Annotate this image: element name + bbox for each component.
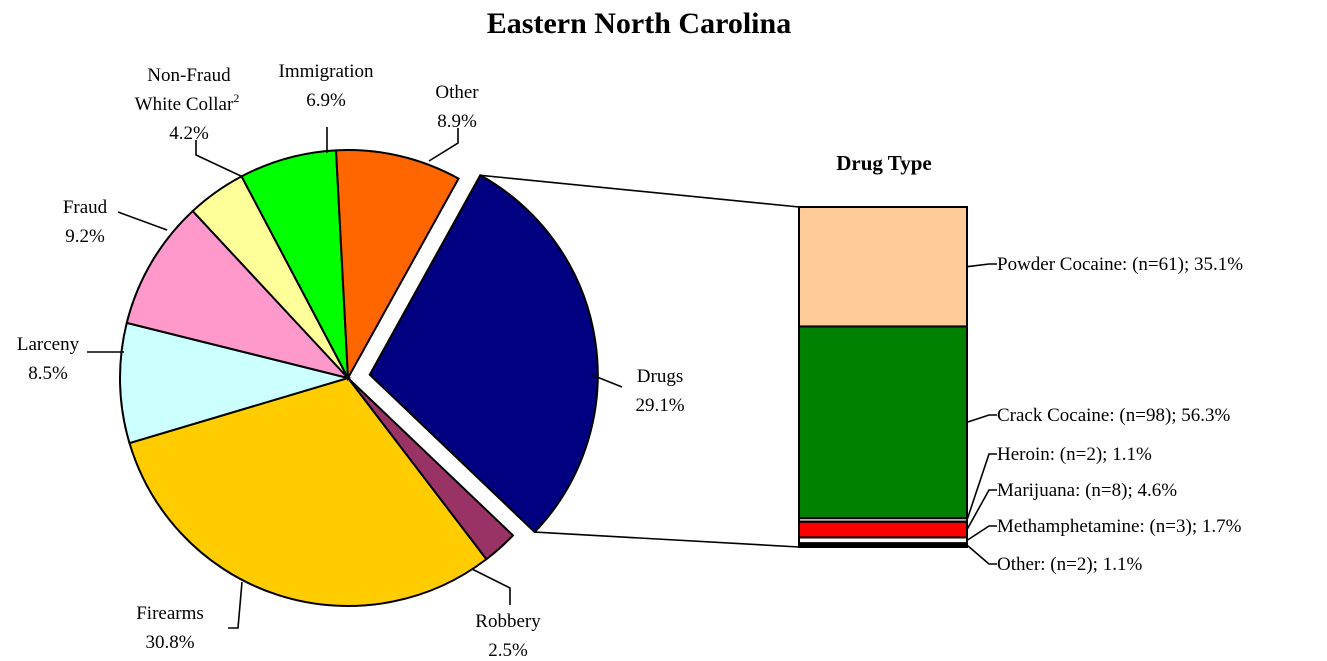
slice-label-pct-firearms: 30.8% [145,632,194,653]
slice-label-name-immigration: Immigration [279,61,374,82]
leader-line-marijuana [966,489,997,531]
slice-label-name-other: Other [435,82,479,103]
bar-label-powder-cocaine: Powder Cocaine: (n=61); 35.1% [997,254,1243,275]
slice-label-pct-drugs: 29.1% [635,395,684,416]
drug-type-stacked-bar: Powder Cocaine: (n=61); 35.1% Crack Cocai… [798,206,1243,575]
leader-line-crack-cocaine [966,414,997,424]
bar-label-marijuana: Marijuana: (n=8); 4.6% [997,480,1177,501]
leader-line-methamphetamine [966,525,997,542]
chart-title: Eastern North Carolina [487,7,791,40]
slice-label-pct: 4.2% [169,123,209,144]
slice-label-name-fraud: Fraud [63,197,108,218]
slice-label-name-line2: White Collar2 [135,91,240,115]
pie-slice-larceny [119,321,352,445]
bar-segment-crack-cocaine [798,325,968,520]
bar-label-other: Other: (n=2); 1.1% [997,554,1142,575]
bar-label-crack-cocaine: Crack Cocaine: (n=98); 56.3% [997,405,1231,426]
pie-slice-firearms [128,376,488,607]
pie-slice-drugs [368,173,599,534]
explode-connector-lines [480,174,800,548]
leader-line-other [428,128,459,162]
slice-label-pct-robbery: 2.5% [488,640,528,661]
leader-line-heroin [966,453,997,521]
leader-line-powder-cocaine [966,263,997,268]
drug-type-title: Drug Type [836,151,931,175]
bar-segment-other [798,542,968,549]
bar-segment-powder-cocaine [798,206,968,328]
slice-label-pct-other: 8.9% [437,111,477,132]
bar-label-heroin: Heroin: (n=2); 1.1% [997,444,1152,465]
slice-label-pct-fraud: 9.2% [65,226,105,247]
connector-line-top [480,174,800,208]
leader-line-fraud [117,211,168,231]
bar-label-methamphetamine: Methamphetamine: (n=3); 1.7% [997,516,1242,537]
pie-slice-fraud [125,209,352,380]
leader-line-non-fraud-white-collar [195,140,244,178]
slice-label-name-firearms: Firearms [136,603,204,624]
leader-line-other [966,544,997,565]
leader-line-drugs [591,374,623,388]
slice-label-name-line1: Non-Fraud [147,65,231,86]
leader-line-robbery [469,567,511,605]
slice-label-pct-larceny: 8.5% [28,363,68,384]
bar-segment-marijuana [798,520,968,539]
slice-label-name-line2-text: White Collar [135,94,234,115]
slice-label-name-drugs: Drugs [637,366,683,387]
slice-label-name-robbery: Robbery [475,611,541,632]
connector-line-bottom [534,531,800,548]
pie-slice-other [334,149,460,382]
slice-label-name-larceny: Larceny [17,334,80,355]
pie-chart: Drugs 29.1% Robbery 2.5% Firearms 30.8% Larcen… [17,61,685,661]
footnote-superscript: 2 [233,91,239,105]
slice-label-pct-immigration: 6.9% [306,90,346,111]
leader-line-firearms [228,581,243,629]
